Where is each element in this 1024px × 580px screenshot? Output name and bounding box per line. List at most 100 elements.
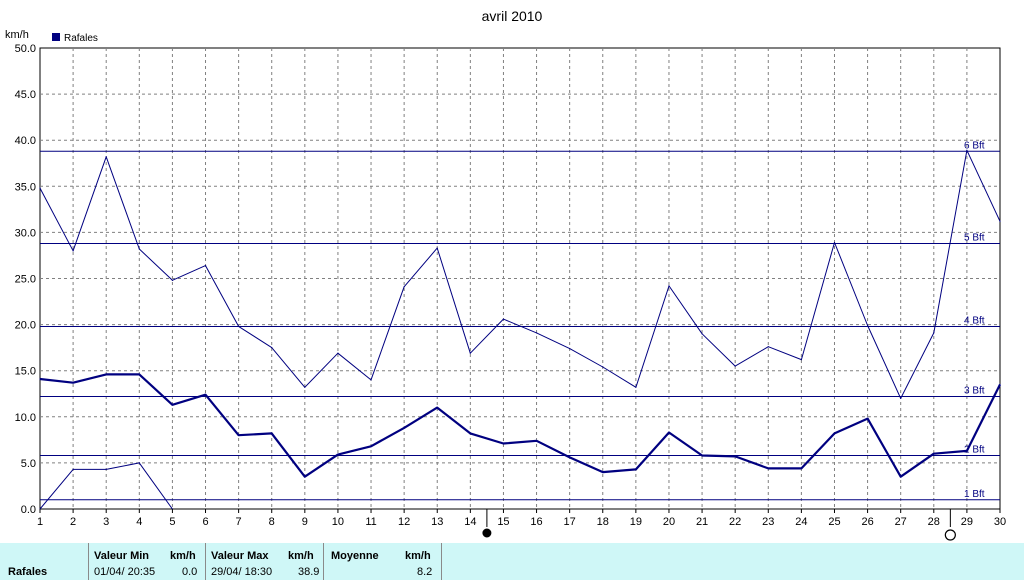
beaufort-label: 2 Bft xyxy=(964,445,985,456)
data-point xyxy=(72,468,74,470)
x-tick-label: 30 xyxy=(994,516,1006,528)
x-tick-label: 16 xyxy=(530,516,542,528)
data-point xyxy=(469,432,471,434)
data-point xyxy=(569,456,571,458)
x-tick-label: 20 xyxy=(663,516,675,528)
series-line xyxy=(39,373,1001,478)
y-tick-label: 30.0 xyxy=(15,227,36,239)
legend-label: Rafales xyxy=(64,33,98,44)
x-tick-label: 19 xyxy=(630,516,642,528)
divider xyxy=(205,543,206,580)
data-point xyxy=(535,332,538,334)
min-date: 01/04/ 20:35 xyxy=(94,566,156,578)
data-point xyxy=(933,332,935,334)
x-tick-label: 22 xyxy=(729,516,741,528)
grid xyxy=(39,47,1001,510)
max-header: Valeur Max xyxy=(211,550,269,562)
data-point xyxy=(337,454,339,456)
data-point xyxy=(701,454,703,457)
data-point xyxy=(39,187,41,189)
data-point xyxy=(635,386,637,388)
min-header: Valeur Min xyxy=(94,550,150,562)
divider xyxy=(88,543,89,580)
data-point xyxy=(833,241,836,244)
series xyxy=(39,149,1001,510)
data-point xyxy=(403,427,405,429)
x-tick-label: 17 xyxy=(564,516,576,528)
data-point xyxy=(866,324,869,327)
x-tick-label: 21 xyxy=(696,516,708,528)
data-point xyxy=(668,431,670,434)
divider xyxy=(323,543,324,580)
data-point xyxy=(105,156,107,158)
data-point xyxy=(800,359,802,361)
data-point xyxy=(469,352,471,354)
y-tick-label: 5.0 xyxy=(21,458,36,470)
data-point xyxy=(105,373,107,375)
data-point xyxy=(602,366,604,368)
x-tick-label: 29 xyxy=(961,516,973,528)
data-point xyxy=(502,442,505,445)
y-tick-label: 20.0 xyxy=(15,320,36,332)
min-unit: km/h xyxy=(170,550,196,562)
data-point xyxy=(436,247,438,249)
x-tick-label: 27 xyxy=(895,516,907,528)
data-point xyxy=(138,248,140,250)
x-tick-label: 8 xyxy=(269,516,275,528)
data-point xyxy=(72,382,74,384)
data-point xyxy=(999,383,1001,386)
data-point xyxy=(701,333,703,335)
data-point xyxy=(138,373,140,375)
avg-header: Moyenne xyxy=(331,550,379,562)
x-tick-label: 28 xyxy=(928,516,940,528)
data-point xyxy=(502,318,505,320)
data-point xyxy=(966,149,968,151)
beaufort-label: 6 Bft xyxy=(964,140,985,151)
data-point xyxy=(337,352,339,354)
data-point xyxy=(900,397,902,399)
data-point xyxy=(403,286,405,288)
divider xyxy=(441,543,442,580)
data-point xyxy=(734,365,736,367)
max-date: 29/04/ 18:30 xyxy=(211,566,273,578)
data-point xyxy=(204,264,207,267)
x-tick-label: 25 xyxy=(828,516,840,528)
x-tick-label: 18 xyxy=(597,516,609,528)
stats-panel: Rafales Valeur Min km/h 01/04/ 20:35 0.0… xyxy=(0,543,1024,580)
data-point xyxy=(966,450,968,452)
avg-unit: km/h xyxy=(405,550,431,562)
y-tick-label: 45.0 xyxy=(15,89,36,101)
x-tick-label: 7 xyxy=(236,516,242,528)
data-point xyxy=(535,440,538,442)
x-tick-label: 13 xyxy=(431,516,443,528)
max-value: 38.9 xyxy=(298,566,320,578)
data-point xyxy=(271,432,273,434)
data-point xyxy=(370,379,372,381)
x-tick-label: 11 xyxy=(365,516,376,528)
data-point xyxy=(900,476,902,478)
data-point xyxy=(866,418,869,420)
min-value: 0.0 xyxy=(182,566,198,578)
data-point xyxy=(767,467,769,470)
x-tick-label: 2 xyxy=(70,516,76,528)
y-tick-label: 10.0 xyxy=(15,412,36,424)
data-point xyxy=(800,467,802,470)
data-point xyxy=(734,455,736,458)
x-tick-label: 4 xyxy=(136,516,142,528)
data-point xyxy=(171,404,174,406)
y-tick-label: 35.0 xyxy=(15,181,36,193)
data-point xyxy=(436,406,438,409)
data-point xyxy=(204,394,207,396)
data-point xyxy=(304,386,306,388)
y-tick-label: 50.0 xyxy=(15,43,36,55)
x-tick-label: 14 xyxy=(464,516,476,528)
wind-gust-chart: avril 2010 km/h Rafales 1 Bft 2 Bft 3 Bft 4… xyxy=(5,8,1006,541)
data-point xyxy=(833,432,836,434)
data-point xyxy=(767,346,769,348)
data-point xyxy=(271,347,273,349)
data-point xyxy=(370,445,372,447)
x-tick-label: 24 xyxy=(795,516,807,528)
y-axis-unit: km/h xyxy=(5,29,29,41)
beaufort-label: 3 Bft xyxy=(964,386,985,397)
data-point xyxy=(602,471,604,473)
